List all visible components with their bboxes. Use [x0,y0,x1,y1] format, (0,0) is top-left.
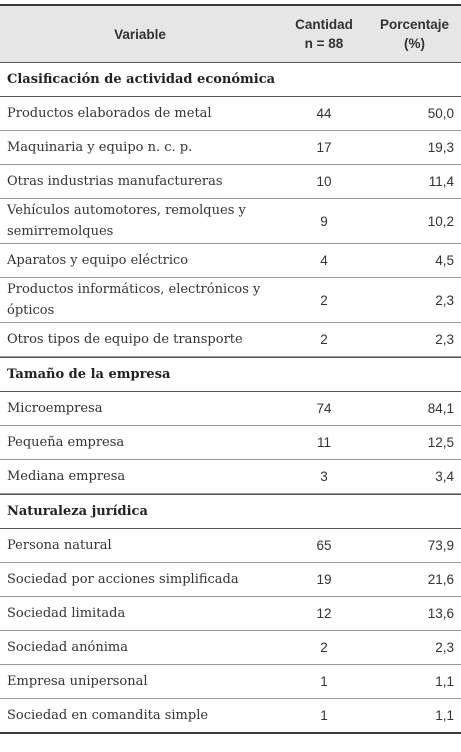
row-label: Sociedad en comandita simple [7,708,209,723]
row-percent: 2,3 [435,640,454,655]
table-row: Otros tipos de equipo de transporte 2 2,… [0,323,461,357]
table-row: Microempresa 74 84,1 [0,392,461,426]
row-count: 10 [316,174,332,189]
row-label: Empresa unipersonal [7,674,148,689]
row-label: Vehículos automotores, remolques y semir… [7,203,246,239]
row-label: Aparatos y equipo eléctrico [7,253,189,268]
table-row: Productos informáticos, electrónicos y ó… [0,278,461,323]
row-percent: 2,3 [435,332,454,347]
data-table: Variable Cantidad n = 88 Porcentaje (%) … [0,4,461,734]
header-porcentaje-label: Porcentaje [379,17,450,32]
row-count: 44 [316,106,332,121]
row-label: Sociedad limitada [7,606,126,621]
table-row: Pequeña empresa 11 12,5 [0,426,461,460]
row-count: 1 [320,674,328,689]
row-label: Persona natural [7,538,112,553]
table-row: Persona natural 65 73,9 [0,529,461,563]
table-row: Otras industrias manufactureras 10 11,4 [0,165,461,199]
row-label: Microempresa [7,401,103,416]
row-count: 74 [316,401,332,416]
table-row: Mediana empresa 3 3,4 [0,460,461,494]
table-row: Empresa unipersonal 1 1,1 [0,665,461,699]
row-count: 19 [316,572,332,587]
header-porcentaje-unit: (%) [404,36,425,51]
section-title: Tamaño de la empresa [0,357,461,392]
header-cantidad-n: n = 88 [304,36,344,51]
table-row: Productos elaborados de metal 44 50,0 [0,97,461,131]
table-header: Variable Cantidad n = 88 Porcentaje (%) [0,6,461,63]
table-row: Sociedad anónima 2 2,3 [0,631,461,665]
row-label: Otros tipos de equipo de transporte [7,332,243,347]
row-count: 65 [316,538,332,553]
header-cantidad-label: Cantidad [295,17,353,32]
row-label: Otras industrias manufactureras [7,174,223,189]
header-porcentaje: Porcentaje (%) [368,6,461,62]
row-percent: 13,6 [427,606,454,621]
row-label: Productos elaborados de metal [7,106,212,121]
row-percent: 84,1 [427,401,454,416]
row-percent: 1,1 [435,708,454,723]
row-label: Productos informáticos, electrónicos y ó… [7,282,261,318]
section-title: Naturaleza jurídica [0,494,461,529]
row-percent: 10,2 [427,213,454,229]
row-count: 17 [316,140,332,155]
header-cantidad: Cantidad n = 88 [280,6,368,62]
row-label: Mediana empresa [7,469,126,484]
row-count: 12 [316,606,332,621]
row-count: 1 [320,708,328,723]
row-percent: 1,1 [435,674,454,689]
row-count: 11 [316,435,331,450]
row-percent: 3,4 [435,469,454,484]
row-label: Sociedad anónima [7,640,128,655]
row-percent: 19,3 [427,140,454,155]
row-label: Pequeña empresa [7,435,125,450]
section-title: Clasificación de actividad económica [0,63,461,97]
row-percent: 73,9 [427,538,454,553]
row-count: 2 [320,640,328,655]
table-row: Maquinaria y equipo n. c. p. 17 19,3 [0,131,461,165]
row-count: 9 [320,213,328,229]
table-row: Vehículos automotores, remolques y semir… [0,199,461,244]
row-percent: 12,5 [427,435,454,450]
row-percent: 4,5 [435,253,454,268]
row-percent: 50,0 [427,106,454,121]
row-count: 3 [320,469,328,484]
row-percent: 2,3 [435,292,454,308]
table-row: Sociedad limitada 12 13,6 [0,597,461,631]
table-row: Sociedad en comandita simple 1 1,1 [0,699,461,732]
row-label: Sociedad por acciones simplificada [7,572,239,587]
header-variable: Variable [114,26,166,42]
table-row: Sociedad por acciones simplificada 19 21… [0,563,461,597]
row-percent: 11,4 [428,174,454,189]
row-count: 2 [320,332,328,347]
row-count: 4 [320,253,328,268]
row-label: Maquinaria y equipo n. c. p. [7,140,193,155]
row-count: 2 [320,292,328,308]
table-row: Aparatos y equipo eléctrico 4 4,5 [0,244,461,278]
row-percent: 21,6 [427,572,454,587]
